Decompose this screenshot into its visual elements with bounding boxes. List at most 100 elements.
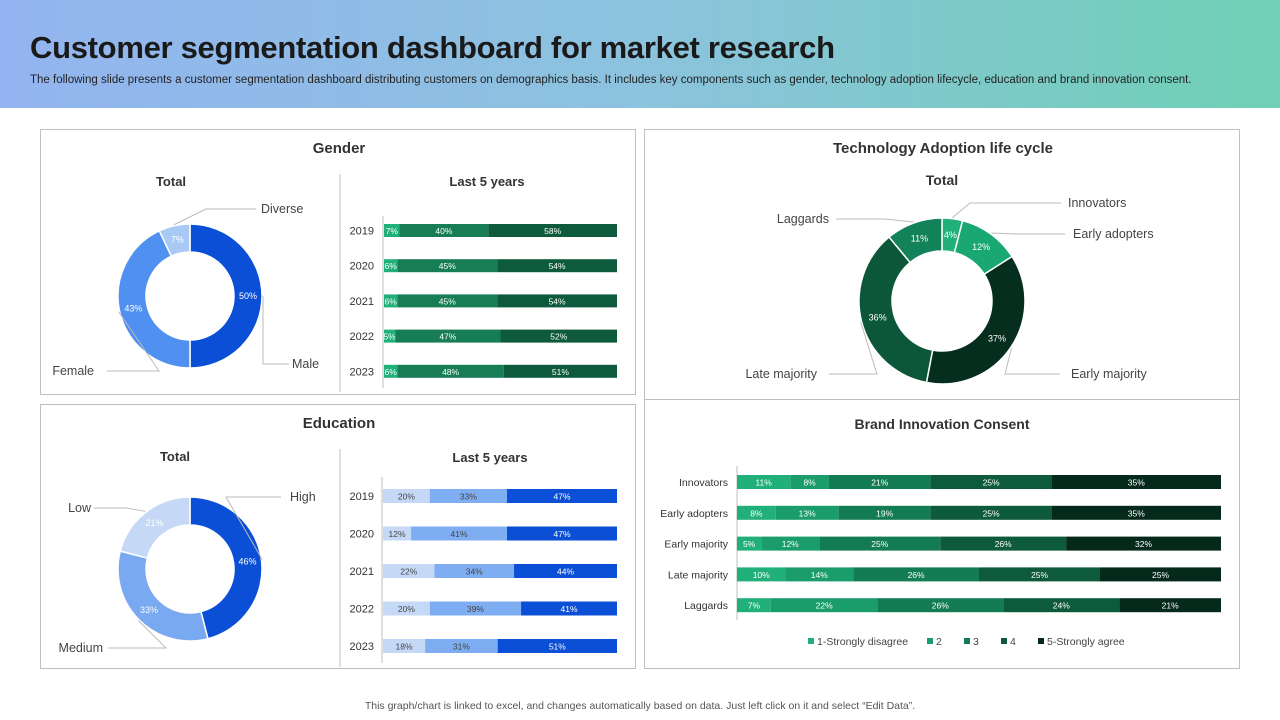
education-slice-high (189, 496, 263, 640)
brand-bar-innovators-s3 (828, 475, 931, 489)
gender-year-category-2022: 2022 (350, 331, 374, 343)
tech-chart[interactable]: Technology Adoption life cycle Total 4% I… (645, 130, 1241, 402)
gender-year-bar-2021-s2 (397, 294, 498, 308)
brand-bar-early-majority-s3 (819, 536, 941, 551)
brand-chart[interactable]: Brand Innovation Consent Innovators 11% 8%… (645, 400, 1241, 670)
education-year-bar-2019-s3 (507, 489, 617, 503)
tech-leader-laggards (836, 218, 914, 223)
education-leader-medium (108, 620, 168, 649)
education-year-bar-label-2020-s1: 12% (389, 529, 406, 539)
brand-category-laggards: Laggards (684, 600, 728, 612)
gender-year-bar-label-2022-s3: 52% (550, 332, 567, 342)
tech-slice-early-majority (925, 255, 1026, 385)
education-year-bar-label-2020-s2: 41% (451, 529, 468, 539)
legend-swatch-1-strongly-disagree (808, 638, 814, 644)
gender-year-bar-label-2019-s1: 7% (386, 226, 399, 236)
tech-leader-late-majority (829, 321, 878, 375)
legend-swatch-4 (1001, 638, 1007, 644)
education-label-medium: 33% (140, 605, 158, 615)
education-year-category-2020: 2020 (350, 529, 374, 541)
brand-bar-laggards-s4 (1003, 598, 1120, 613)
brand-title: Brand Innovation Consent (855, 416, 1030, 432)
gender-year-bar-label-2020-s1: 6% (385, 261, 398, 271)
gender-year-category-2019: 2019 (350, 226, 374, 238)
education-chart[interactable]: Education Total 46% High 33% Medium 21% Low L… (41, 405, 637, 670)
brand-bar-label-late-majority-s3: 26% (908, 570, 925, 580)
gender-year-bar-2022-s2 (395, 329, 501, 343)
education-year-bar-2021-s2 (434, 564, 515, 578)
legend-swatch-3 (964, 638, 970, 644)
brand-category-early-majority: Early majority (664, 539, 728, 551)
education-leader-high (225, 496, 281, 561)
brand-bar-label-laggards-s4: 24% (1053, 601, 1070, 611)
gender-leader-female (107, 311, 160, 372)
brand-category-late-majority: Late majority (668, 569, 729, 581)
gender-year-bar-2021-s1 (384, 294, 398, 308)
gender-panel: Gender Total 50% Male 43% Female 7% Diverse L… (40, 129, 636, 395)
education-year-bar-label-2020-s3: 47% (554, 529, 571, 539)
brand-bar-early-majority-s4 (940, 536, 1067, 551)
gender-slice-female (117, 229, 191, 369)
brand-bar-label-early-majority-s2: 12% (782, 539, 799, 549)
brand-bar-early-adopters-s2 (775, 505, 839, 520)
brand-bar-early-majority-s2 (761, 536, 820, 551)
tech-leader-early-adopters (991, 232, 1065, 235)
brand-panel: Brand Innovation Consent Innovators 11% 8%… (644, 399, 1240, 669)
legend-label-5-strongly-agree: 5-Strongly agree (1047, 636, 1125, 648)
brand-bar-label-laggards-s2: 22% (816, 601, 833, 611)
tech-panel-title: Technology Adoption life cycle (833, 140, 1053, 157)
brand-bar-label-early-adopters-s3: 19% (876, 508, 893, 518)
education-years-title: Last 5 years (452, 450, 527, 465)
gender-year-bar-label-2020-s2: 45% (439, 261, 456, 271)
brand-bar-label-late-majority-s5: 25% (1152, 570, 1169, 580)
tech-label-early-adopters: 12% (972, 242, 990, 252)
tech-leader-early-majority (1004, 348, 1060, 375)
education-year-bar-2022-s3 (521, 601, 617, 616)
tech-leader-innovators (952, 202, 1061, 219)
brand-bar-label-early-majority-s5: 32% (1135, 539, 1152, 549)
brand-bar-label-early-adopters-s4: 25% (983, 508, 1000, 518)
gender-year-bar-label-2023-s3: 51% (552, 367, 569, 377)
brand-bar-late-majority-s3 (853, 567, 979, 582)
brand-bar-late-majority-s1 (737, 567, 786, 582)
education-year-bar-2023-s2 (425, 639, 498, 653)
education-callout-high: High (290, 490, 316, 504)
education-panel-title: Education (303, 415, 376, 432)
gender-year-bar-label-2023-s2: 48% (442, 367, 459, 377)
brand-bar-label-early-majority-s4: 26% (995, 539, 1012, 549)
legend-label-1-strongly-disagree: 1-Strongly disagree (817, 636, 908, 648)
footer-note: This graph/chart is linked to excel, and… (364, 700, 916, 712)
brand-category-early-adopters: Early adopters (660, 508, 728, 520)
tech-panel: Technology Adoption life cycle Total 4% I… (644, 129, 1240, 401)
gender-chart[interactable]: Gender Total 50% Male 43% Female 7% Diverse L… (41, 130, 637, 396)
gender-panel-title: Gender (313, 140, 366, 157)
education-label-low: 21% (145, 518, 163, 528)
brand-bar-innovators-s1 (737, 475, 791, 489)
tech-total-title: Total (926, 172, 958, 188)
education-total-title: Total (160, 449, 190, 464)
education-year-bar-2020-s2 (411, 526, 508, 541)
brand-bar-laggards-s5 (1119, 598, 1221, 613)
gender-year-bar-2020-s3 (497, 259, 617, 273)
gender-years-title: Last 5 years (449, 174, 524, 189)
tech-slice-laggards (888, 217, 943, 264)
gender-year-bar-label-2023-s1: 6% (385, 367, 398, 377)
tech-label-laggards: 11% (911, 233, 928, 243)
brand-category-innovators: Innovators (679, 477, 728, 489)
gender-year-bar-2023-s3 (503, 364, 617, 378)
gender-label-female: 43% (124, 304, 142, 314)
header-banner (0, 0, 1280, 108)
education-year-bar-label-2019-s3: 47% (554, 492, 571, 502)
tech-label-innovators: 4% (944, 230, 957, 240)
education-year-bar-2019-s2 (429, 489, 508, 503)
education-year-category-2022: 2022 (350, 604, 374, 616)
brand-bar-label-innovators-s2: 8% (803, 478, 816, 488)
gender-leader-male (262, 296, 289, 365)
education-year-category-2021: 2021 (350, 566, 374, 578)
education-year-category-2019: 2019 (350, 491, 374, 503)
brand-bar-early-adopters-s1 (737, 505, 776, 520)
brand-bar-laggards-s3 (877, 598, 1004, 613)
brand-bar-label-early-majority-s1: 5% (743, 539, 756, 549)
legend-label-2: 2 (936, 636, 942, 648)
brand-bar-innovators-s4 (930, 475, 1052, 489)
